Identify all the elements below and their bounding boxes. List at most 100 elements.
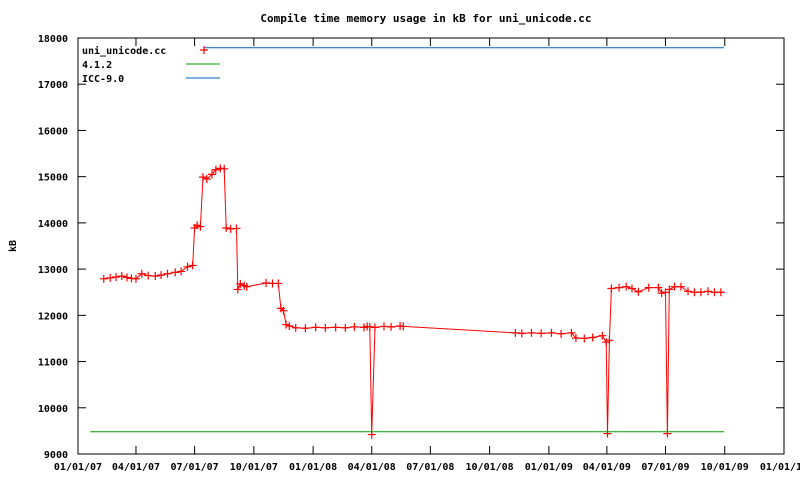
legend-marker xyxy=(200,46,208,54)
x-tick-label: 01/01/09 xyxy=(525,462,573,473)
data-point xyxy=(279,306,288,315)
x-tick-label: 01/01/10 xyxy=(760,462,800,473)
x-tick-label: 10/01/07 xyxy=(230,462,278,473)
legend: uni_unicode.cc 4.1.2 ICC-9.0 xyxy=(82,45,220,85)
y-tick-label: 10000 xyxy=(38,404,68,415)
data-point xyxy=(117,272,126,281)
data-point xyxy=(232,224,241,233)
data-point xyxy=(580,334,589,343)
data-point xyxy=(202,174,211,183)
data-point xyxy=(233,285,242,294)
data-point xyxy=(379,322,388,331)
data-point xyxy=(321,323,330,332)
data-point xyxy=(341,323,350,332)
series-line xyxy=(103,167,721,435)
x-tick-label: 04/01/09 xyxy=(583,462,631,473)
data-point xyxy=(151,272,160,281)
data-point xyxy=(274,279,283,288)
data-point xyxy=(188,261,197,270)
data-point xyxy=(567,328,576,337)
data-point xyxy=(527,328,536,337)
y-tick-label: 13000 xyxy=(38,265,68,276)
data-point xyxy=(517,329,526,338)
data-point xyxy=(634,287,643,296)
data-point xyxy=(211,165,220,174)
data-point xyxy=(196,222,205,231)
data-point xyxy=(663,429,672,438)
data-point xyxy=(684,287,693,296)
x-tick-label: 10/01/09 xyxy=(701,462,749,473)
data-point xyxy=(557,329,566,338)
data-point xyxy=(131,274,140,283)
data-point xyxy=(112,272,121,281)
data-point xyxy=(198,173,207,182)
data-point xyxy=(387,322,396,331)
y-tick-label: 11000 xyxy=(38,358,68,369)
data-point xyxy=(571,333,580,342)
data-point xyxy=(106,273,115,282)
x-tick-label: 07/01/07 xyxy=(171,462,219,473)
x-tick-label: 01/01/07 xyxy=(54,462,102,473)
y-tick-label: 15000 xyxy=(38,173,68,184)
data-point xyxy=(547,328,556,337)
data-point xyxy=(183,262,192,271)
data-point xyxy=(137,269,146,278)
y-tick-label: 17000 xyxy=(38,80,68,91)
data-point xyxy=(285,321,294,330)
x-tick-label: 01/01/08 xyxy=(289,462,337,473)
x-tick-label: 04/01/07 xyxy=(112,462,160,473)
data-point xyxy=(644,283,653,292)
data-point xyxy=(588,333,597,342)
data-point xyxy=(122,273,131,282)
x-tick-label: 04/01/08 xyxy=(348,462,396,473)
legend-label: ICC-9.0 xyxy=(82,74,124,85)
data-point xyxy=(598,331,607,340)
data-point xyxy=(399,322,408,331)
y-tick-label: 16000 xyxy=(38,126,68,137)
data-point xyxy=(622,282,631,291)
data-point xyxy=(207,170,216,179)
data-point xyxy=(236,279,245,288)
data-point xyxy=(163,269,172,278)
y-axis-label: kB xyxy=(8,240,19,252)
x-tick-label: 07/01/09 xyxy=(641,462,689,473)
plot-area: 9000 10000 11000 12000 13000 14000 15000 16000 1… xyxy=(38,34,800,473)
data-point xyxy=(350,322,359,331)
data-point xyxy=(537,329,546,338)
y-tick-label: 18000 xyxy=(38,34,68,45)
y-tick-label: 12000 xyxy=(38,311,68,322)
data-point xyxy=(220,164,229,173)
data-point xyxy=(607,284,616,293)
data-point xyxy=(171,268,180,277)
data-point xyxy=(291,323,300,332)
data-point xyxy=(627,284,636,293)
chart-title: Compile time memory usage in kB for uni_… xyxy=(260,12,591,25)
series-1 xyxy=(99,164,725,439)
legend-label: 4.1.2 xyxy=(82,60,112,71)
data-point xyxy=(615,283,624,292)
data-point xyxy=(311,323,320,332)
data-point xyxy=(696,288,705,297)
series-layer xyxy=(90,47,725,439)
data-point xyxy=(177,267,186,276)
data-point xyxy=(331,323,340,332)
data-point xyxy=(242,282,251,291)
legend-label: uni_unicode.cc xyxy=(82,45,166,57)
y-tick-label: 9000 xyxy=(44,450,68,461)
data-point xyxy=(157,271,166,280)
data-point xyxy=(99,274,108,283)
y-tick-label: 14000 xyxy=(38,219,68,230)
data-point xyxy=(703,287,712,296)
data-point xyxy=(603,429,612,438)
data-point xyxy=(370,323,379,332)
data-point xyxy=(657,289,666,298)
data-point xyxy=(716,288,725,297)
data-point xyxy=(144,271,153,280)
data-point xyxy=(222,223,231,232)
x-tick-label: 10/01/08 xyxy=(466,462,514,473)
data-point xyxy=(676,282,685,291)
plot-border xyxy=(77,37,785,455)
x-tick-label: 07/01/08 xyxy=(406,462,454,473)
data-point xyxy=(665,285,674,294)
